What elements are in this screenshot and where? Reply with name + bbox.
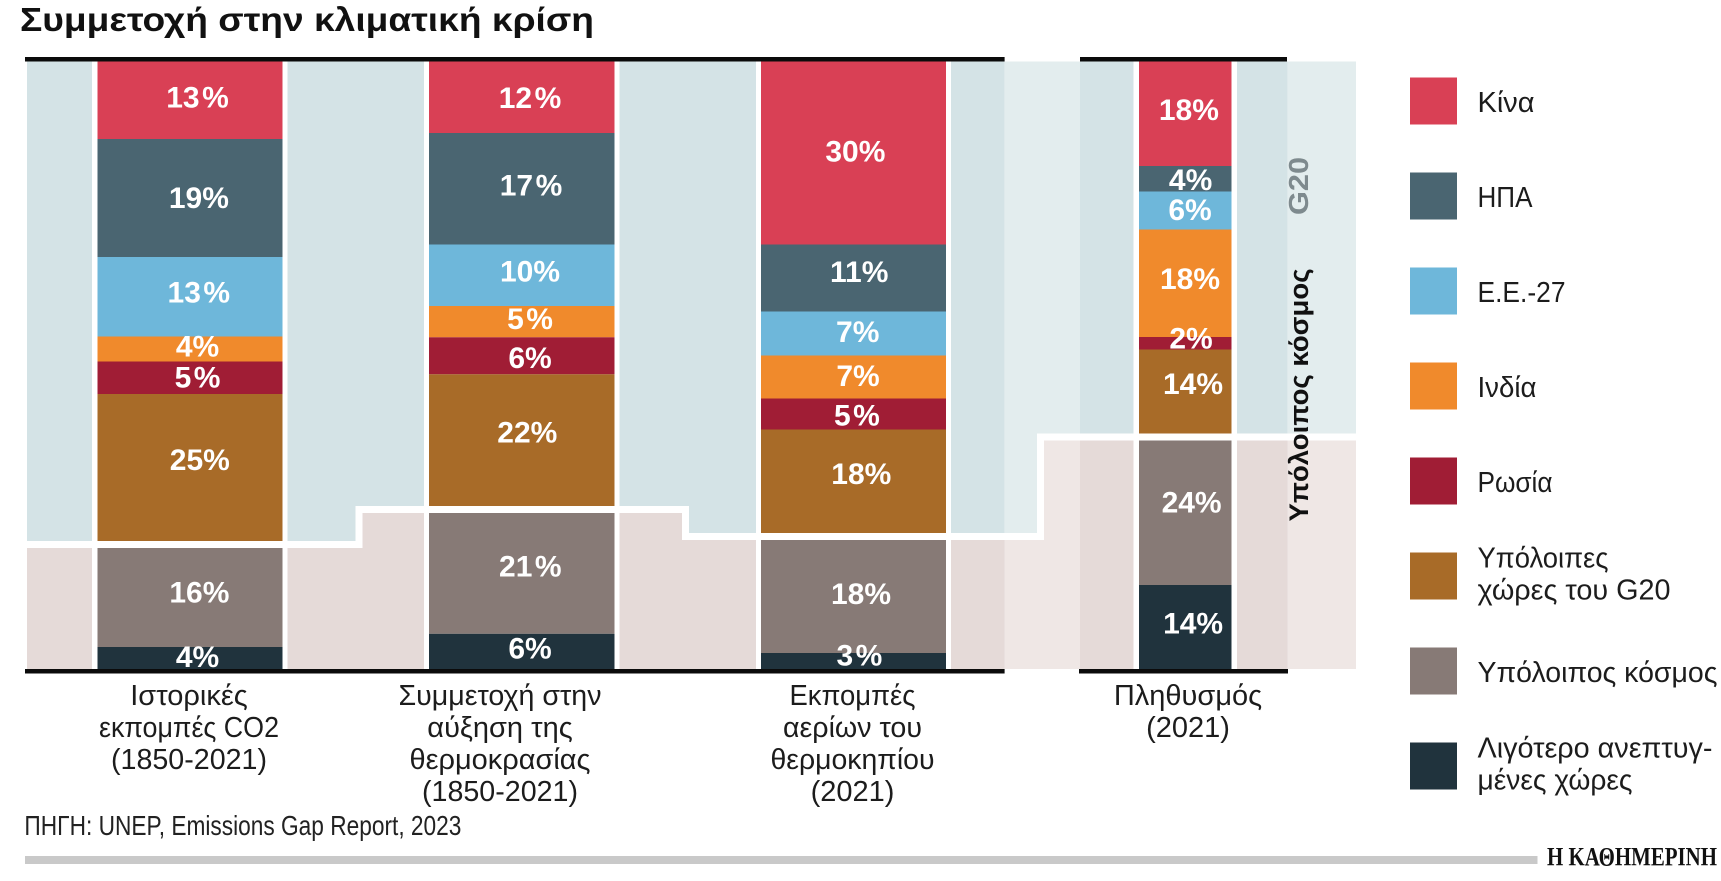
svg-text:Υπόλοιπες: Υπόλοιπες	[1478, 543, 1609, 575]
svg-text:6%: 6%	[508, 632, 551, 665]
svg-text:5%: 5%	[175, 362, 221, 395]
svg-text:(1850-2021): (1850-2021)	[422, 776, 578, 808]
svg-text:18%: 18%	[831, 578, 891, 611]
svg-text:7%: 7%	[836, 316, 879, 349]
svg-text:(1850-2021): (1850-2021)	[111, 744, 267, 776]
svg-text:17%: 17%	[500, 170, 563, 203]
svg-text:18%: 18%	[1160, 263, 1220, 296]
svg-text:εκπομπές CO2: εκπομπές CO2	[99, 712, 279, 744]
svg-text:ΗΠΑ: ΗΠΑ	[1478, 182, 1534, 214]
svg-text:19%: 19%	[169, 182, 229, 215]
svg-text:6%: 6%	[508, 342, 551, 375]
svg-text:θερμοκηπίου: θερμοκηπίου	[771, 744, 935, 776]
svg-text:μένες χώρες: μένες χώρες	[1478, 765, 1633, 797]
svg-text:4%: 4%	[176, 331, 219, 364]
svg-text:6%: 6%	[1168, 194, 1211, 227]
svg-text:16%: 16%	[169, 577, 229, 610]
svg-text:G20: G20	[1283, 157, 1314, 215]
svg-text:Εκπομπές: Εκπομπές	[790, 680, 916, 712]
svg-text:(2021): (2021)	[811, 776, 895, 808]
svg-text:2%: 2%	[1169, 322, 1212, 355]
svg-text:Η ΚΑΘΗΜΕΡΙΝΗ: Η ΚΑΘΗΜΕΡΙΝΗ	[1547, 843, 1717, 872]
svg-text:18%: 18%	[1159, 94, 1219, 127]
svg-text:χώρες του G20: χώρες του G20	[1478, 575, 1671, 607]
svg-text:14%: 14%	[1163, 368, 1223, 401]
svg-text:Ε.Ε.-27: Ε.Ε.-27	[1478, 277, 1566, 309]
svg-text:24%: 24%	[1162, 487, 1222, 520]
svg-text:Κίνα: Κίνα	[1478, 87, 1535, 119]
svg-text:5%: 5%	[507, 303, 553, 336]
svg-text:10%: 10%	[500, 256, 560, 289]
svg-text:Υπόλοιπος κόσμος: Υπόλοιπος κόσμος	[1284, 269, 1314, 522]
svg-text:4%: 4%	[176, 641, 219, 674]
svg-text:θερμοκρασίας: θερμοκρασίας	[410, 744, 591, 776]
svg-text:4%: 4%	[1169, 164, 1212, 197]
svg-text:25%: 25%	[170, 444, 230, 477]
svg-text:αύξηση της: αύξηση της	[427, 712, 572, 744]
svg-text:12%: 12%	[499, 82, 562, 115]
svg-text:Ρωσία: Ρωσία	[1478, 467, 1553, 499]
svg-text:(2021): (2021)	[1146, 712, 1230, 744]
svg-text:13%: 13%	[168, 277, 231, 310]
svg-text:18%: 18%	[831, 458, 891, 491]
svg-text:Ινδία: Ινδία	[1478, 372, 1537, 404]
svg-text:22%: 22%	[497, 416, 557, 449]
svg-text:11%: 11%	[830, 256, 888, 289]
svg-text:13%: 13%	[166, 82, 229, 115]
svg-text:7%: 7%	[836, 360, 879, 393]
svg-text:Υπόλοιπος κόσμος: Υπόλοιπος κόσμος	[1478, 657, 1718, 689]
svg-text:Συμμετοχή στην: Συμμετοχή στην	[399, 680, 602, 712]
svg-text:αερίων του: αερίων του	[783, 712, 922, 744]
svg-text:5%: 5%	[834, 400, 880, 433]
svg-text:14%: 14%	[1163, 608, 1223, 641]
svg-text:Ιστορικές: Ιστορικές	[130, 680, 247, 712]
svg-text:21%: 21%	[499, 550, 562, 583]
svg-text:Συμμετοχή στην κλιματική κρίση: Συμμετοχή στην κλιματική κρίση	[20, 2, 594, 39]
svg-text:30%: 30%	[825, 135, 885, 168]
svg-text:Πληθυσμός: Πληθυσμός	[1114, 680, 1262, 712]
svg-text:Λιγότερο ανεπτυγ-: Λιγότερο ανεπτυγ-	[1478, 733, 1713, 765]
svg-text:ΠΗΓΗ: UNEP, Emissions Gap Repo: ΠΗΓΗ: UNEP, Emissions Gap Report, 2023	[24, 810, 461, 841]
svg-text:3%: 3%	[836, 640, 882, 673]
